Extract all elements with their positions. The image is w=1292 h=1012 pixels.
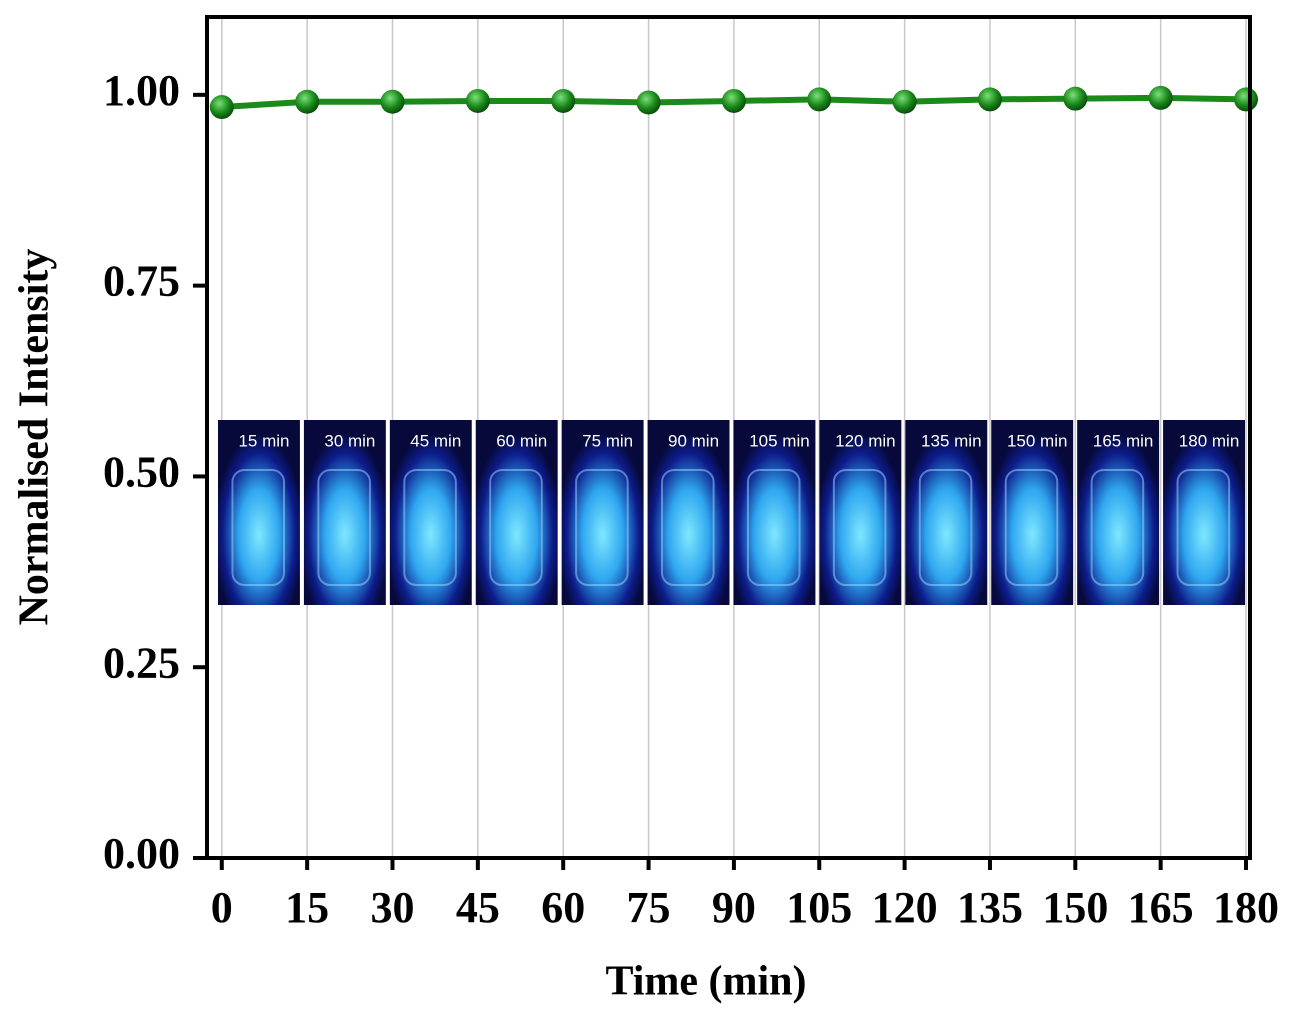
photo-label: 135 min	[921, 431, 981, 450]
photo-label: 60 min	[496, 431, 547, 450]
photo-vial	[661, 469, 715, 586]
y-axis-title: Normalised Intensity	[12, 249, 58, 626]
x-tick-label: 45	[456, 883, 500, 932]
data-point	[636, 90, 661, 115]
data-point	[1063, 86, 1088, 111]
photo-label: 120 min	[835, 431, 895, 450]
photo-label: 45 min	[410, 431, 461, 450]
photo-vial	[575, 469, 629, 586]
photo-vial	[1090, 469, 1145, 586]
data-point	[977, 87, 1002, 112]
photo-vial	[1004, 469, 1059, 586]
photo-vial	[317, 469, 371, 586]
photo-label: 180 min	[1179, 431, 1239, 450]
photo-vial	[231, 469, 286, 586]
data-point	[1234, 87, 1259, 112]
photo-label: 150 min	[1007, 431, 1067, 450]
x-tick-label: 60	[541, 883, 585, 932]
y-tick-label: 1.00	[103, 66, 180, 115]
photo-vial	[746, 469, 801, 586]
data-point	[721, 88, 746, 113]
x-tick-label: 165	[1128, 883, 1194, 932]
data-point	[209, 95, 234, 120]
photo-vial	[489, 469, 543, 586]
photo-label: 75 min	[582, 431, 633, 450]
x-tick-label: 0	[211, 883, 233, 932]
y-tick-label: 0.50	[103, 448, 180, 497]
x-tick-label: 30	[370, 883, 414, 932]
x-tick-label: 15	[285, 883, 329, 932]
plot-frame	[205, 15, 1252, 860]
x-tick-label: 120	[872, 883, 938, 932]
y-tick-label: 0.00	[103, 829, 180, 878]
x-tick-label: 150	[1042, 883, 1108, 932]
x-tick-label: 90	[712, 883, 756, 932]
data-point	[1148, 85, 1173, 110]
y-tick-label: 0.25	[103, 638, 180, 687]
photo-vial	[832, 469, 887, 586]
photo-label: 90 min	[668, 431, 719, 450]
data-point	[380, 89, 405, 114]
y-tick-label: 0.75	[103, 257, 180, 306]
x-tick-label: 105	[786, 883, 852, 932]
photo-label: 30 min	[324, 431, 375, 450]
photo-vial	[403, 469, 457, 586]
data-point	[551, 88, 576, 113]
x-tick-label: 180	[1213, 883, 1279, 932]
data-point	[465, 88, 490, 113]
data-point	[807, 87, 832, 112]
data-point	[295, 89, 320, 114]
photo-vial	[918, 469, 973, 586]
photo-label: 165 min	[1093, 431, 1153, 450]
data-point	[892, 89, 917, 114]
photo-label: 105 min	[749, 431, 809, 450]
x-tick-label: 75	[627, 883, 671, 932]
photo-vial	[1176, 469, 1231, 586]
x-tick-label: 135	[957, 883, 1023, 932]
photo-label: 15 min	[238, 431, 289, 450]
x-axis-title: Time (min)	[605, 959, 806, 1005]
